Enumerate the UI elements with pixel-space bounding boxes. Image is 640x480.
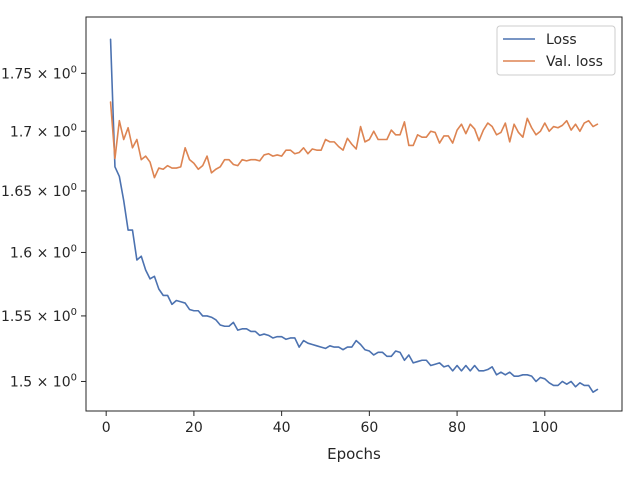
x-tick-label: 0 [102, 420, 111, 436]
ticks-layer: 0 20 40 60 80 100 1.5 × 100 1.55 × 100 1.6 × 100… [1, 64, 558, 436]
x-axis-label: Epochs [327, 445, 381, 463]
y-tick-label: 1.75 × 100 [1, 64, 77, 82]
series-line-loss [109, 38, 599, 393]
y-tick-label: 1.65 × 100 [1, 182, 77, 200]
y-tick-label: 1.5 × 100 [10, 372, 77, 390]
legend-label-val-loss: Val. loss [546, 54, 603, 70]
y-tick-label: 1.55 × 100 [1, 307, 77, 325]
series-layer [109, 38, 599, 393]
series-line-val-loss [109, 101, 599, 179]
x-tick-label: 40 [273, 420, 291, 436]
legend-label-loss: Loss [546, 32, 577, 48]
legend: Loss Val. loss [496, 25, 616, 76]
x-tick-label: 100 [531, 420, 558, 436]
y-tick-label: 1.7 × 100 [10, 122, 77, 140]
x-tick-label: 80 [448, 420, 466, 436]
x-tick-label: 20 [185, 420, 203, 436]
plot-area-frame [85, 16, 623, 412]
x-tick-label: 60 [360, 420, 378, 436]
y-tick-label: 1.6 × 100 [10, 243, 77, 261]
